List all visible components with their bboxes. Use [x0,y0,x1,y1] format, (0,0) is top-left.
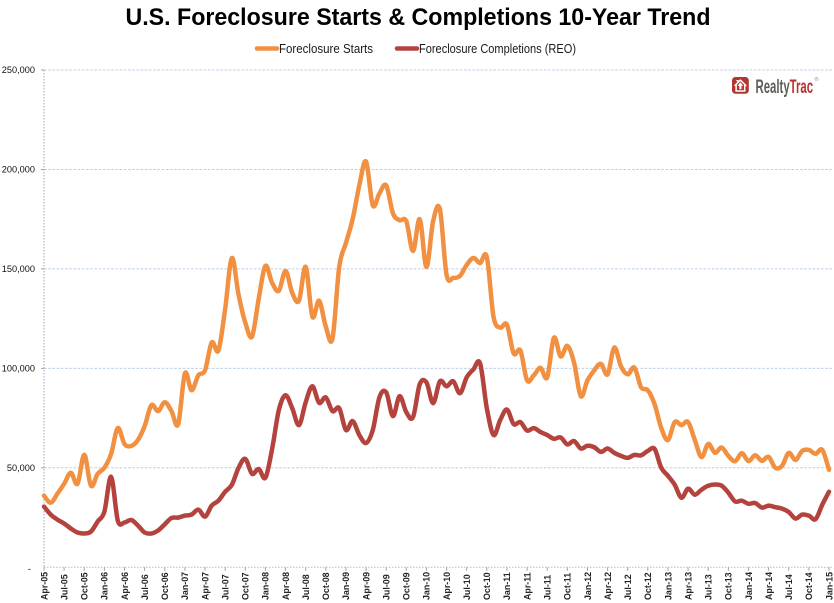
svg-text:Jan-08: Jan-08 [261,572,271,600]
svg-text:Apr-08: Apr-08 [281,572,291,600]
svg-text:®: ® [815,76,819,83]
svg-text:Jan-06: Jan-06 [100,572,110,600]
svg-text:Oct-12: Oct-12 [643,572,653,600]
svg-text:Oct-05: Oct-05 [80,572,90,600]
svg-text:Oct-14: Oct-14 [804,572,814,600]
svg-text:Apr-06: Apr-06 [120,572,130,600]
svg-text:Apr-13: Apr-13 [683,572,693,600]
svg-text:Oct-09: Oct-09 [402,572,412,600]
svg-text:Apr-05: Apr-05 [39,572,49,600]
svg-text:Oct-08: Oct-08 [321,572,331,600]
svg-text:Jan-14: Jan-14 [744,572,754,600]
svg-text:RealtyTrac: RealtyTrac [756,76,814,98]
svg-text:Jul-13: Jul-13 [704,574,714,600]
svg-text:Apr-11: Apr-11 [522,572,532,600]
svg-text:Oct-06: Oct-06 [160,572,170,600]
svg-text:Jan-11: Jan-11 [502,572,512,600]
svg-text:100,000: 100,000 [2,364,35,374]
svg-text:Oct-07: Oct-07 [241,572,251,600]
svg-text:Jul-12: Jul-12 [623,574,633,600]
svg-text:Jul-09: Jul-09 [382,574,392,600]
svg-text:Jan-10: Jan-10 [422,572,432,600]
svg-text:Foreclosure Starts: Foreclosure Starts [279,42,373,56]
svg-text:50,000: 50,000 [7,463,35,473]
svg-text:250,000: 250,000 [2,65,35,75]
svg-text:150,000: 150,000 [2,264,35,274]
svg-text:Jan-15: Jan-15 [824,572,834,600]
svg-text:200,000: 200,000 [2,165,35,175]
svg-text:Jul-07: Jul-07 [221,574,231,600]
svg-text:Oct-13: Oct-13 [724,572,734,600]
svg-text:Jul-06: Jul-06 [140,574,150,600]
svg-text:Jan-07: Jan-07 [180,572,190,600]
svg-text:Oct-10: Oct-10 [482,572,492,600]
svg-text:Apr-14: Apr-14 [764,572,774,600]
svg-text:Jan-12: Jan-12 [583,572,593,600]
svg-text:Apr-09: Apr-09 [361,572,371,600]
svg-text:Foreclosure Completions (REO): Foreclosure Completions (REO) [419,42,576,56]
svg-text:U.S. Foreclosure Starts & Comp: U.S. Foreclosure Starts & Completions 10… [126,4,711,31]
svg-text:Jul-08: Jul-08 [301,574,311,600]
svg-text:Jul-14: Jul-14 [784,574,794,600]
svg-text:Jul-05: Jul-05 [59,574,69,600]
svg-text:Jan-09: Jan-09 [341,572,351,600]
svg-text:Jan-13: Jan-13 [663,572,673,600]
svg-text:Jul-11: Jul-11 [543,575,553,600]
svg-text:Jul-10: Jul-10 [462,574,472,600]
svg-text:Apr-12: Apr-12 [603,572,613,600]
svg-text:Oct-11: Oct-11 [563,573,573,600]
svg-text:Apr-10: Apr-10 [442,572,452,600]
svg-text:-: - [28,564,31,575]
svg-text:Apr-07: Apr-07 [200,572,210,600]
